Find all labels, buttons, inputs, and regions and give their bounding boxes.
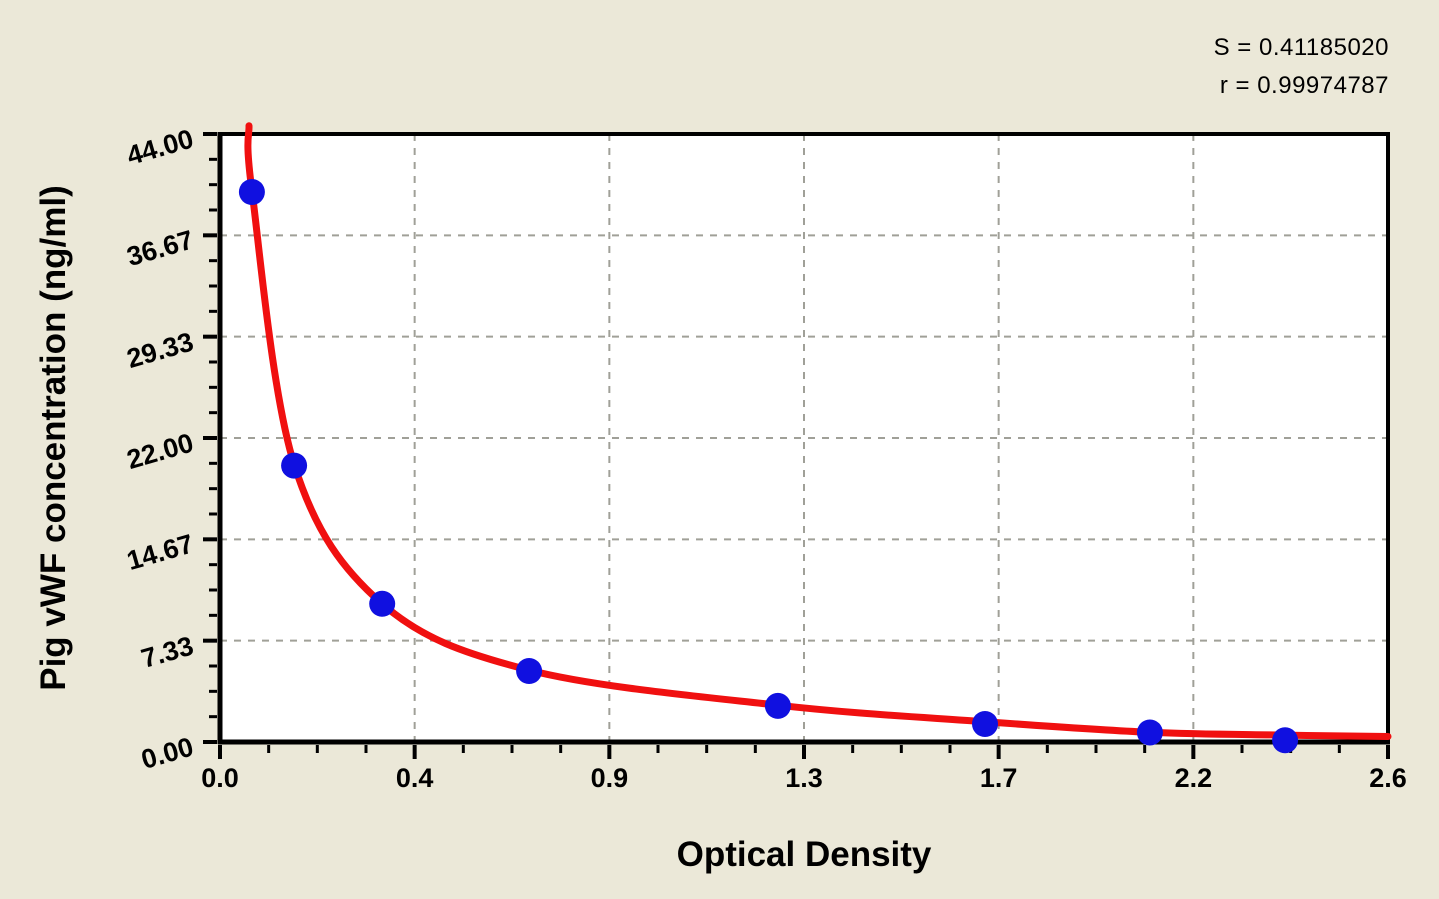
x-tick-label: 0.9	[590, 763, 629, 793]
data-point	[764, 692, 791, 719]
data-point	[1136, 719, 1163, 746]
y-axis-title: Pig vWF concentration (ng/ml)	[34, 185, 73, 691]
stat-s-value: S = 0.41185020	[1213, 34, 1389, 61]
data-point	[238, 179, 265, 205]
x-axis-title: Optical Density	[676, 835, 932, 874]
x-tick-label: 2.6	[1369, 763, 1407, 793]
data-point	[516, 658, 543, 684]
plot-background	[220, 134, 1388, 742]
data-point	[972, 711, 998, 737]
fit-statistics: S = 0.41185020 r = 0.99974787	[1214, 29, 1389, 105]
x-tick-label: 0.0	[201, 763, 239, 793]
data-point	[1272, 727, 1299, 754]
stat-r-value: r = 0.99974787	[1219, 72, 1389, 99]
data-point	[281, 452, 308, 479]
x-tick-label: 2.2	[1174, 763, 1213, 793]
x-tick-label: 1.7	[979, 763, 1018, 793]
x-tick-label: 0.4	[395, 763, 434, 793]
data-point	[369, 590, 396, 617]
fit-curve	[244, 122, 1392, 740]
x-tick-label: 1.3	[785, 763, 823, 793]
